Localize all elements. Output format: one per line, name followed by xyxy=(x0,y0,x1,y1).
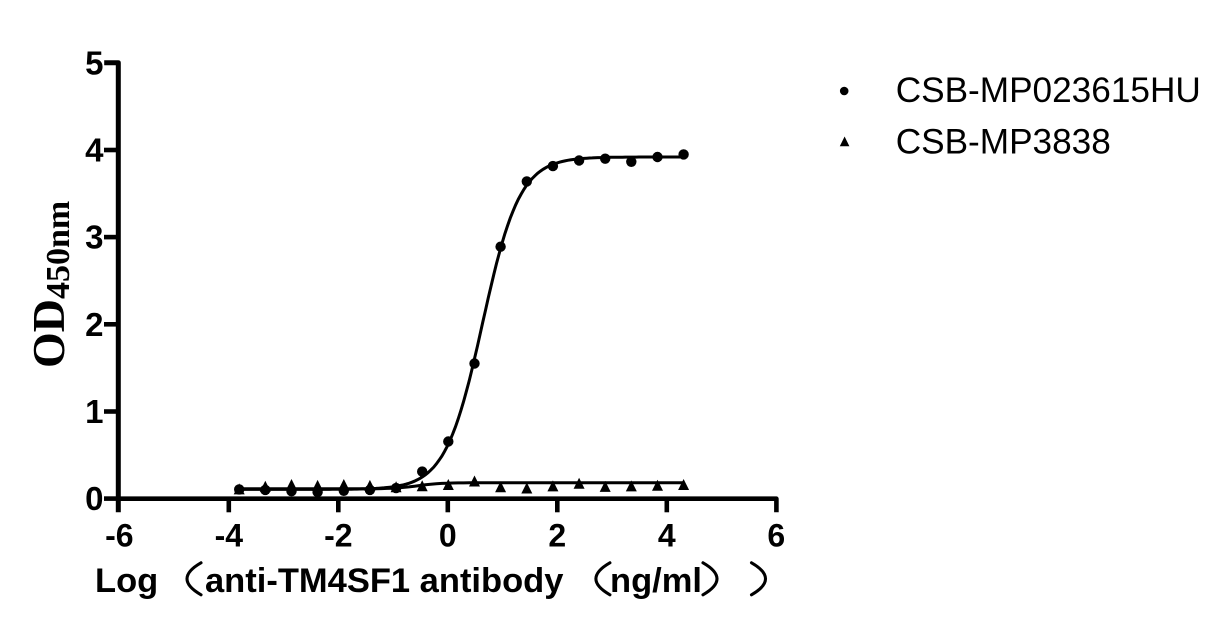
svg-text:CSB-MP023615HU: CSB-MP023615HU xyxy=(896,71,1201,110)
svg-text:anti-TM4SF1 antibody: anti-TM4SF1 antibody xyxy=(205,562,563,600)
svg-text:1: 1 xyxy=(85,393,103,430)
svg-text:ng/ml: ng/ml xyxy=(610,562,702,600)
svg-text:-6: -6 xyxy=(105,518,133,554)
svg-text:0: 0 xyxy=(85,480,103,517)
svg-text:0: 0 xyxy=(439,518,457,554)
svg-text:3: 3 xyxy=(85,219,103,256)
svg-text:CSB-MP3838: CSB-MP3838 xyxy=(896,123,1111,162)
svg-text:2: 2 xyxy=(85,306,103,343)
svg-text:2: 2 xyxy=(548,518,566,554)
svg-text:5: 5 xyxy=(85,44,103,81)
svg-text:-4: -4 xyxy=(215,518,244,554)
svg-text:Log: Log xyxy=(95,562,158,600)
svg-text:-2: -2 xyxy=(324,518,352,554)
svg-text:4: 4 xyxy=(658,518,676,554)
svg-text:6: 6 xyxy=(767,518,785,554)
svg-text:4: 4 xyxy=(85,132,104,169)
